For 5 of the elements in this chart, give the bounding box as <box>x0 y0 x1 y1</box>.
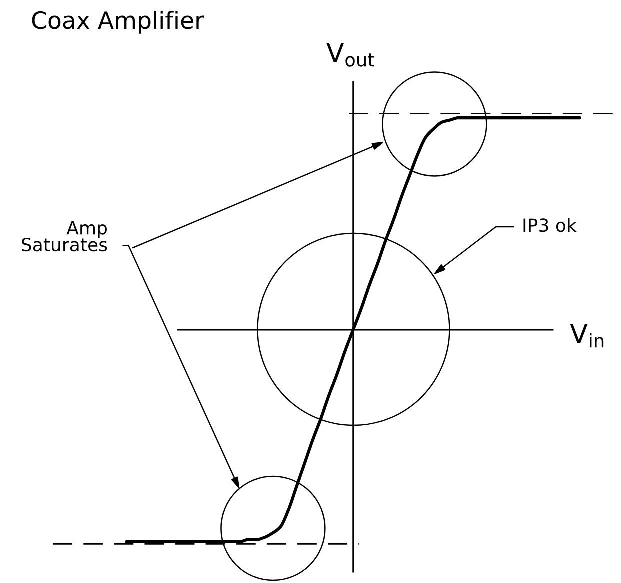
y-axis-title: V$_{out}$ <box>326 43 374 67</box>
x-axis-title: V$_{in}$ <box>570 324 604 348</box>
annotation: IP3 ok <box>524 218 577 232</box>
chart-title: Coax Amplifier <box>32 11 204 34</box>
text: Amp Saturates <box>22 221 108 252</box>
